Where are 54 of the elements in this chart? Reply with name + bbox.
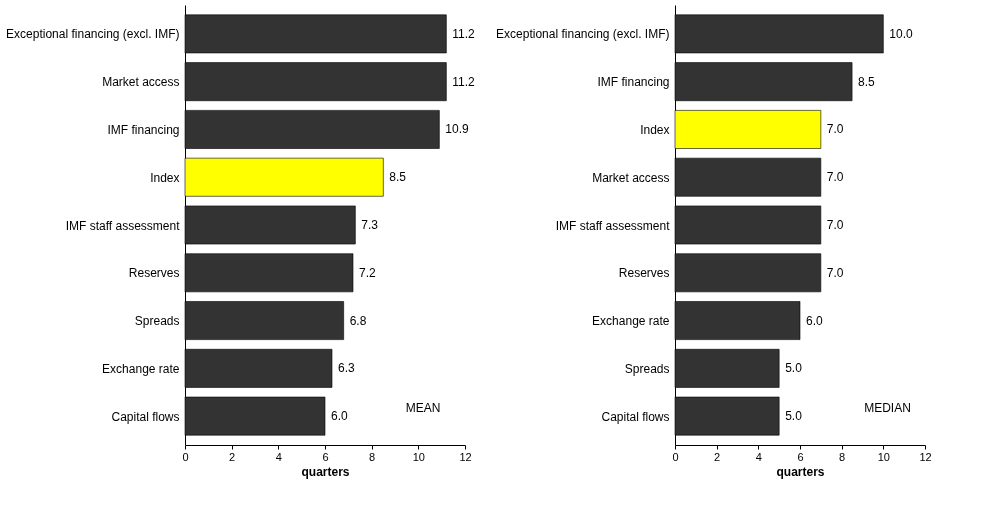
y-tick-label: Reserves <box>128 266 180 281</box>
data-label: 6.8 <box>349 313 367 328</box>
annotation: MEAN <box>405 401 441 416</box>
x-tick-label: 2 <box>229 450 236 463</box>
data-label: 7.0 <box>826 122 844 137</box>
data-label: 10.0 <box>889 26 914 41</box>
y-tick-label: Exceptional financing (excl. IMF) <box>6 27 180 42</box>
x-tick-label: 12 <box>459 450 472 463</box>
x-tick-label: 2 <box>714 450 721 463</box>
y-tick-label: Exchange rate <box>592 314 670 329</box>
data-label: 5.0 <box>785 409 803 424</box>
data-label: 6.0 <box>806 313 824 328</box>
x-tick-label: 12 <box>919 450 932 463</box>
x-tick-label: 4 <box>275 450 282 463</box>
data-label: 8.5 <box>858 74 876 89</box>
x-tick-label: 4 <box>755 450 762 463</box>
x-tick-label: 8 <box>839 450 846 463</box>
y-tick-label: Market access <box>592 170 670 185</box>
y-tick-label: Index <box>640 122 670 137</box>
x-tick-label: 0 <box>672 450 679 463</box>
y-tick-label: Reserves <box>618 266 670 281</box>
data-label: 7.2 <box>359 265 377 280</box>
x-axis-title: quarters <box>301 464 350 479</box>
y-tick-label: IMF staff assessment <box>65 218 181 233</box>
y-tick-label: Spreads <box>624 361 670 376</box>
y-tick-label: Capital flows <box>111 409 180 424</box>
y-tick-label: IMF financing <box>107 122 180 137</box>
y-tick-label: Index <box>150 170 180 185</box>
y-tick-label: Exceptional financing (excl. IMF) <box>496 27 670 42</box>
data-label: 7.3 <box>361 218 379 232</box>
y-tick-label: Exchange rate <box>102 361 180 376</box>
y-tick-label: IMF financing <box>597 75 670 90</box>
data-label: 7.0 <box>826 218 844 232</box>
y-tick-label: Spreads <box>134 314 180 329</box>
data-label: 10.9 <box>445 122 470 137</box>
x-tick-label: 10 <box>877 450 890 463</box>
x-tick-label: 10 <box>412 450 425 463</box>
data-label: 6.3 <box>338 361 356 376</box>
data-label: 11.2 <box>452 74 476 89</box>
data-label: 8.5 <box>389 170 407 185</box>
data-label: 11.2 <box>452 26 476 41</box>
y-tick-label: Market access <box>102 75 180 90</box>
data-label: 7.0 <box>826 265 844 280</box>
y-tick-label: Capital flows <box>601 409 670 424</box>
data-label: 5.0 <box>785 361 803 376</box>
x-axis-title: quarters <box>776 464 825 479</box>
data-label: 7.0 <box>826 170 844 185</box>
data-label: 6.0 <box>331 409 349 424</box>
x-tick-label: 6 <box>797 450 804 463</box>
x-tick-label: 8 <box>369 450 376 463</box>
annotation: MEDIAN <box>864 401 911 416</box>
x-tick-label: 6 <box>322 450 329 463</box>
x-tick-label: 0 <box>182 450 189 463</box>
y-tick-label: IMF staff assessment <box>555 218 671 233</box>
